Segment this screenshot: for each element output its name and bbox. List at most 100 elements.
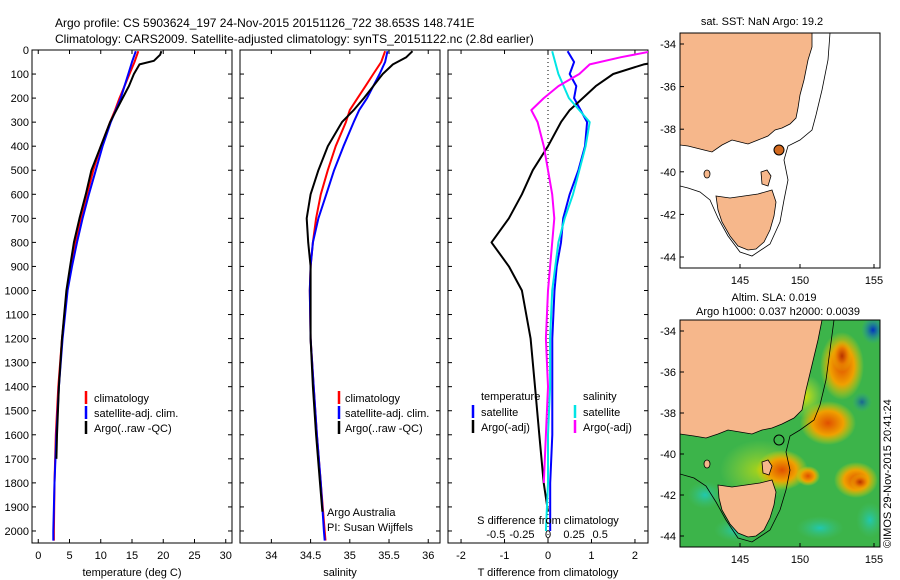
y-tick-label: 1000 [5, 285, 29, 297]
title-line1: Argo profile: CS 5903624_197 24-Nov-2015… [55, 16, 474, 30]
temperature-xlabel: temperature (deg C) [82, 567, 181, 579]
legend-title-temperature: temperature [481, 391, 540, 403]
shelf-contour [680, 320, 835, 543]
argo-position-marker [773, 144, 785, 156]
difference-legend: temperature salinity satellite Argo(-adj… [471, 391, 632, 434]
y-tick-label: 900 [11, 261, 29, 273]
tasmania-shape [717, 479, 777, 538]
temperature-panel: 0100200300400500600700800900100011001200… [5, 45, 233, 579]
x-tick-label: 25 [188, 550, 200, 562]
y-tick-label: 700 [11, 213, 29, 225]
map-y-tick-label: -38 [660, 124, 676, 136]
salinity-panel: 34 34.5 35 35.5 36 salinity climatology sate… [239, 49, 441, 579]
x-tick-label: 34 [265, 550, 277, 562]
y-tick-label: 800 [11, 237, 29, 249]
y-tick-label: 1900 [5, 502, 29, 514]
salinity-legend: climatology satellite-adj. clim. Argo(..… [337, 391, 429, 435]
y-tick-label: 1500 [5, 406, 29, 418]
y-tick-label: 1100 [5, 310, 29, 322]
s-tick-label: -0.25 [509, 529, 534, 541]
series-line-satellite-adj-clim [308, 50, 389, 541]
map-x-tick-label: 150 [791, 275, 809, 287]
sla-map-title-line2: Argo h1000: 0.037 h2000: 0.0039 [696, 306, 860, 318]
y-tick-label: 400 [11, 141, 29, 153]
sla-map-frame [679, 319, 881, 548]
y-tick-label: 600 [11, 189, 29, 201]
series-line-argo-raw-qc [305, 50, 414, 512]
s-tick-label: 0 [545, 529, 551, 541]
argo-position-marker [773, 434, 785, 446]
x-tick-label: 1 [588, 550, 594, 562]
y-tick-label: 1300 [5, 358, 29, 370]
annotation-pi: PI: Susan Wijffels [327, 522, 413, 534]
legend-label-t-satellite: satellite [481, 407, 518, 419]
x-tick-label: 0 [35, 550, 41, 562]
legend-label-climatology: climatology [345, 393, 401, 405]
imos-watermark: ©IMOS 29-Nov-2015 20:41:24 [882, 399, 894, 548]
s-tick-label: 0.5 [593, 529, 608, 541]
temperature-legend: climatology satellite-adj. clim. Argo(..… [84, 391, 178, 435]
s-difference-label: S difference from climatology [477, 515, 619, 527]
mainland-shape [680, 320, 823, 439]
difference-panel: -2 -1 0 1 2 -0.5 -0.25 0 0.25 0.5 S difference f… [447, 49, 649, 579]
y-tick-label: 0 [23, 45, 29, 57]
x-tick-label: 30 [220, 550, 232, 562]
x-tick-label: 36 [422, 550, 434, 562]
x-tick-label: -1 [500, 550, 510, 562]
series-line-s-satellite [544, 50, 591, 532]
x-tick-label: 34.5 [300, 550, 321, 562]
map-y-tick-label: -42 [660, 209, 676, 221]
legend-label-s-satellite: satellite [583, 407, 620, 419]
sst-map-title: sat. SST: NaN Argo: 19.2 [701, 16, 823, 28]
y-tick-label: 1800 [5, 478, 29, 490]
x-tick-label: 5 [66, 550, 72, 562]
x-tick-label: 0 [545, 550, 551, 562]
series-line-t-satellite [549, 50, 589, 531]
map-y-tick-label: -42 [660, 490, 676, 502]
sla-field [680, 320, 880, 547]
title-line2: Climatology: CARS2009. Satellite-adjuste… [55, 32, 534, 46]
legend-label-satellite: satellite-adj. clim. [94, 408, 178, 420]
series-line-s-argo-adj [530, 51, 648, 483]
x-tick-label: -2 [456, 550, 466, 562]
s-tick-label: -0.5 [486, 529, 505, 541]
map-x-tick-label: 145 [731, 275, 749, 287]
map-y-tick-label: -34 [660, 39, 676, 51]
t-difference-xlabel: T difference from climatology [478, 567, 619, 579]
s-tick-label: 0.25 [563, 529, 584, 541]
map-x-tick-label: 150 [791, 554, 809, 566]
map-y-tick-label: -44 [660, 252, 676, 264]
map-y-tick-label: -40 [660, 167, 676, 179]
legend-title-salinity: salinity [583, 391, 617, 403]
series-line-climatology [308, 50, 387, 541]
tasmania-shape [715, 189, 777, 251]
mainland-shape [680, 33, 813, 153]
y-tick-label: 300 [11, 117, 29, 129]
map-y-tick-label: -34 [660, 326, 676, 338]
shelf-contour [680, 33, 831, 257]
map-x-tick-label: 145 [731, 554, 749, 566]
salinity-xlabel: salinity [323, 567, 357, 579]
sla-map: Altim. SLA: 0.019 Argo h1000: 0.037 h200… [660, 292, 883, 566]
map-y-tick-label: -36 [660, 82, 676, 94]
legend-label-satellite: satellite-adj. clim. [345, 408, 429, 420]
x-tick-label: 35 [344, 550, 356, 562]
annotation-institution: Argo Australia [327, 507, 396, 519]
x-tick-label: 35.5 [378, 550, 399, 562]
x-tick-label: 15 [126, 550, 138, 562]
temperature-axes-frame [31, 49, 233, 544]
sst-map-frame [679, 32, 881, 269]
legend-label-argo: Argo(..raw -QC) [345, 423, 423, 435]
map-y-tick-label: -38 [660, 408, 676, 420]
sla-map-title-line1: Altim. SLA: 0.019 [732, 292, 817, 304]
x-tick-label: 10 [95, 550, 107, 562]
map-y-tick-label: -36 [660, 367, 676, 379]
y-tick-label: 1700 [5, 454, 29, 466]
sst-map: sat. SST: NaN Argo: 19.2 -34 -36 -38 -40 -42… [660, 16, 883, 287]
y-tick-label: 2000 [5, 526, 29, 538]
series-line-t-argo-adj [490, 62, 648, 512]
legend-label-argo: Argo(..raw -QC) [94, 423, 172, 435]
y-tick-label: 1600 [5, 430, 29, 442]
y-tick-label: 1400 [5, 382, 29, 394]
